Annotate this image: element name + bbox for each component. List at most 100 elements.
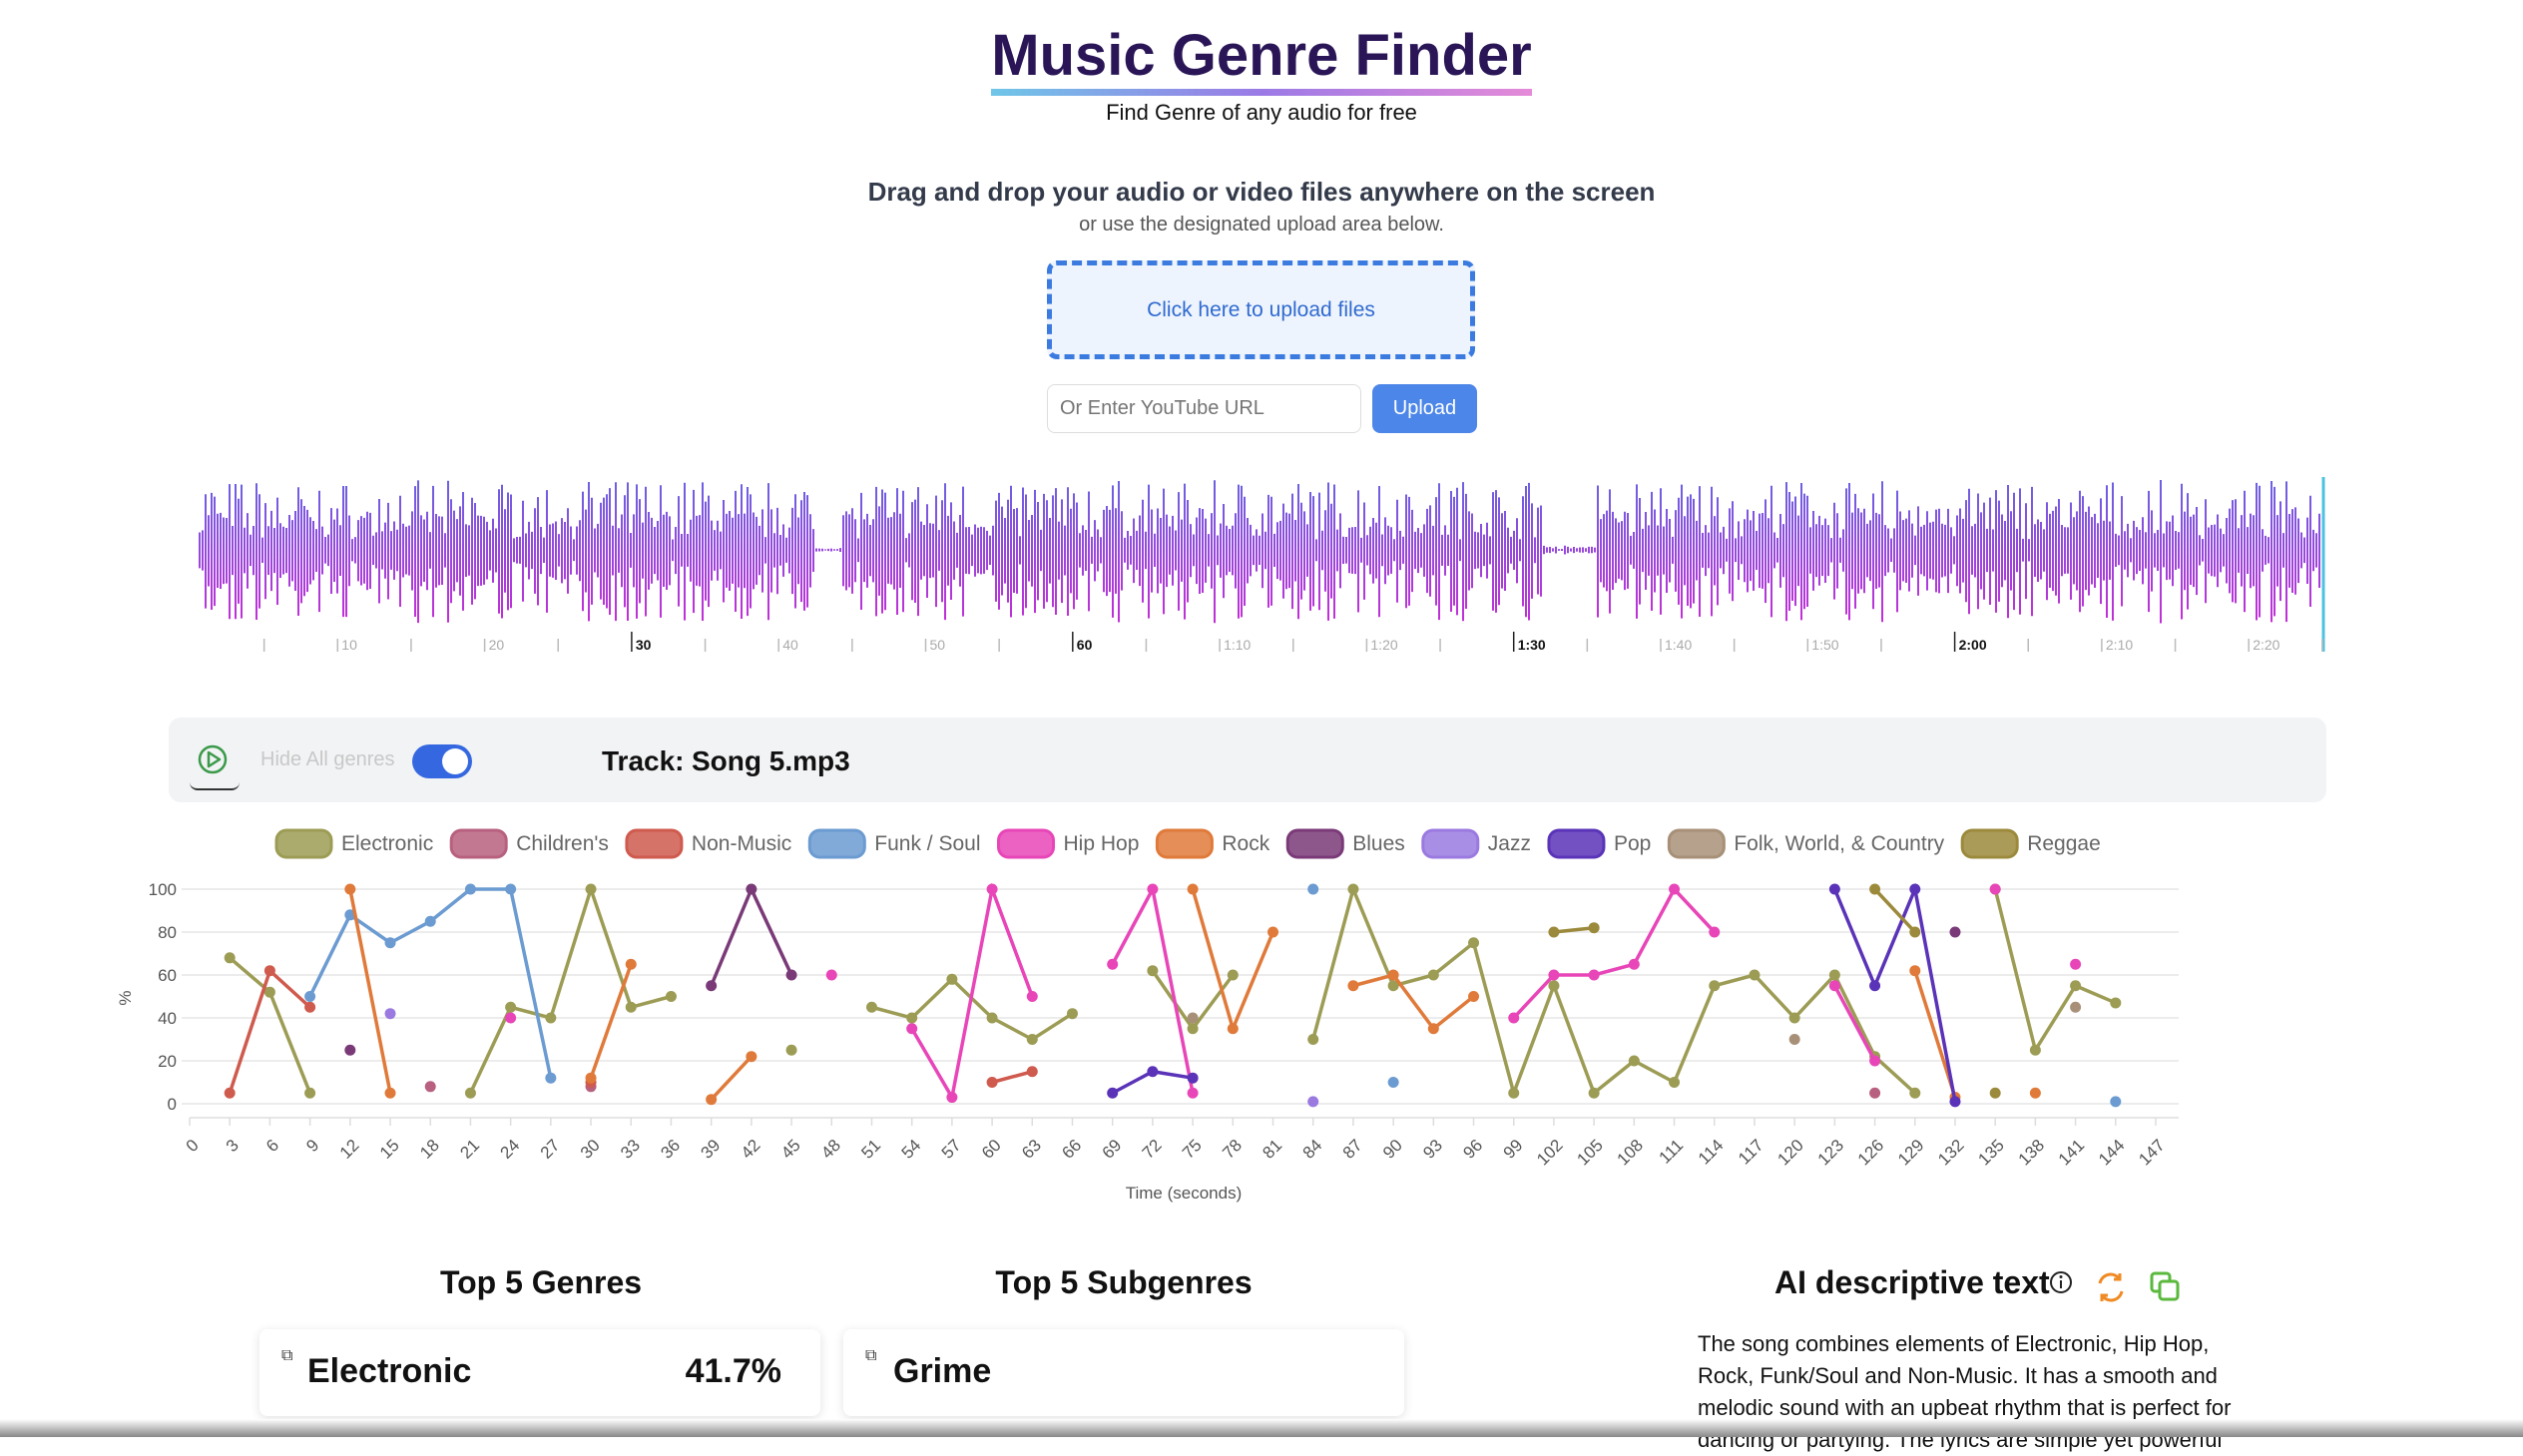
top-subgenre: Grime: [893, 1352, 992, 1390]
data-point: [1989, 1087, 2001, 1099]
data-point: [344, 1044, 356, 1056]
data-point: [304, 1001, 316, 1013]
data-point: [986, 1077, 998, 1088]
data-point: [1909, 926, 1921, 938]
drag-text: Drag and drop your audio or video files …: [867, 177, 1656, 207]
data-point: [384, 1087, 396, 1099]
regenerate-icon[interactable]: [2098, 1272, 2124, 1302]
x-tick-label: 81: [1259, 1136, 1285, 1163]
x-tick-label: 129: [1894, 1136, 1927, 1169]
timeline-label: 2:00: [1959, 637, 1987, 653]
data-point: [1307, 1096, 1319, 1108]
legend-label: Reggae: [2027, 832, 2101, 855]
title-text: Music Genre Finder: [991, 23, 1532, 96]
y-tick-label: 0: [168, 1095, 177, 1114]
play-button[interactable]: [190, 738, 240, 790]
data-point: [1187, 1012, 1199, 1024]
legend-item[interactable]: Pop: [1547, 828, 1651, 859]
legend-label: Jazz: [1488, 832, 1531, 855]
x-tick-label: 6: [262, 1136, 282, 1156]
x-tick-label: 111: [1656, 1136, 1688, 1168]
x-tick-label: 114: [1695, 1136, 1728, 1169]
track-name: Song 5.mp3: [692, 745, 850, 776]
waveform[interactable]: 10 20 30 40 50 60 1:10 1:20 1:30 1:40 1:50 2:00 2:10…: [0, 469, 2523, 669]
timeline-label: 60: [1077, 637, 1093, 653]
legend-item[interactable]: Folk, World, & Country: [1667, 828, 1945, 859]
legend-item[interactable]: Children's: [449, 828, 609, 859]
copy-icon[interactable]: ⧉: [865, 1347, 877, 1364]
data-point: [1869, 980, 1881, 992]
data-point: [1147, 1066, 1159, 1078]
x-tick-label: 18: [416, 1136, 443, 1163]
legend-item[interactable]: Blues: [1285, 828, 1405, 859]
control-bar: [169, 718, 2326, 802]
data-point: [1347, 883, 1359, 895]
x-tick-label: 54: [898, 1136, 925, 1163]
upload-button[interactable]: Upload: [1372, 384, 1477, 433]
data-point: [746, 1051, 757, 1063]
x-tick-label: 42: [738, 1136, 764, 1163]
y-tick-label: 80: [158, 923, 177, 942]
x-tick-label: 87: [1339, 1136, 1366, 1163]
data-point: [746, 883, 757, 895]
data-point: [2029, 1087, 2041, 1099]
data-point: [1026, 1066, 1038, 1078]
data-point: [464, 883, 476, 895]
x-tick-label: 48: [817, 1136, 844, 1163]
data-point: [344, 909, 356, 921]
legend-label: Hip Hop: [1064, 832, 1140, 855]
timeline-label: 10: [341, 637, 357, 653]
series-line: [712, 889, 1955, 986]
data-point: [1187, 1072, 1199, 1084]
data-point: [384, 937, 396, 949]
legend-item[interactable]: Funk / Soul: [807, 828, 981, 859]
top-genre-percent: 41.7%: [685, 1352, 781, 1390]
legend-label: Funk / Soul: [874, 832, 980, 855]
series-line: [1554, 889, 1995, 1093]
legend-swatch: [1421, 828, 1480, 859]
data-point: [1869, 1087, 1881, 1099]
timeline-label: 2:10: [2106, 637, 2133, 653]
legend-item[interactable]: Non-Music: [625, 828, 791, 859]
legend-item[interactable]: Rock: [1155, 828, 1270, 859]
legend-swatch: [449, 828, 508, 859]
x-tick-label: 3: [223, 1136, 243, 1156]
data-point: [2070, 1001, 2082, 1013]
legend-item[interactable]: Electronic: [274, 828, 433, 859]
timeline-label: 40: [782, 637, 798, 653]
data-point: [906, 1023, 918, 1035]
data-point: [1267, 926, 1279, 938]
x-tick-label: 15: [376, 1136, 403, 1163]
data-point: [1187, 1087, 1199, 1099]
x-tick-label: 84: [1299, 1136, 1326, 1163]
data-point: [545, 1012, 557, 1024]
data-point: [304, 1087, 316, 1099]
data-point: [625, 958, 637, 970]
legend-item[interactable]: Jazz: [1421, 828, 1531, 859]
x-tick-label: 60: [978, 1136, 1005, 1163]
upload-area[interactable]: Click here to upload files: [1047, 260, 1475, 359]
x-tick-label: 96: [1459, 1136, 1486, 1163]
subgenres-title: Top 5 Subgenres: [995, 1264, 1253, 1300]
x-tick-label: 39: [698, 1136, 725, 1163]
data-point: [1749, 969, 1761, 981]
legend-swatch: [807, 828, 866, 859]
data-point: [1107, 958, 1119, 970]
y-tick-label: 100: [149, 880, 177, 899]
legend-swatch: [1667, 828, 1726, 859]
hide-genres-toggle[interactable]: [412, 744, 472, 778]
x-tick-label: 93: [1419, 1136, 1446, 1163]
legend-item[interactable]: Reggae: [1960, 828, 2101, 859]
x-tick-label: 63: [1018, 1136, 1045, 1163]
data-point: [1147, 965, 1159, 977]
copy-icon[interactable]: ⧉: [281, 1347, 293, 1364]
info-icon[interactable]: [2050, 1271, 2072, 1293]
ai-title: AI descriptive text: [1774, 1264, 2050, 1300]
data-point: [1307, 1034, 1319, 1045]
legend-item[interactable]: Hip Hop: [997, 828, 1140, 859]
url-input[interactable]: [1047, 384, 1361, 433]
title: Music Genre Finder: [0, 22, 2523, 96]
copy-text-icon[interactable]: [2150, 1271, 2180, 1301]
data-point: [424, 915, 436, 927]
legend-label: Non-Music: [692, 832, 791, 855]
